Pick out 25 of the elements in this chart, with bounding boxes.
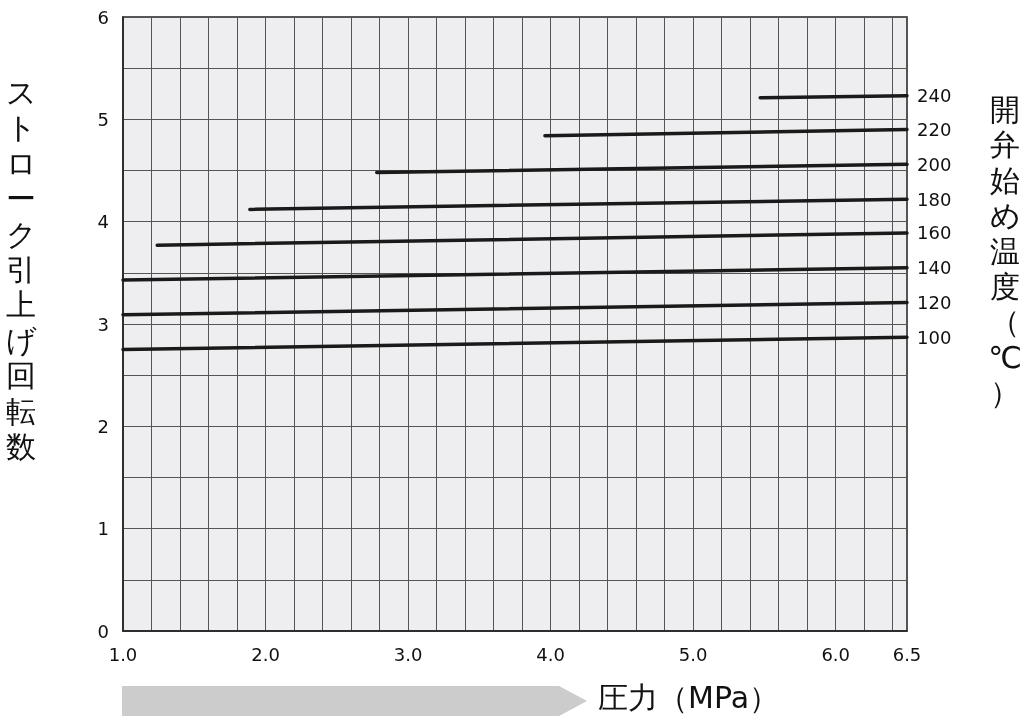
y-tick-label: 1 [97,518,109,540]
x-tick-label: 5.0 [678,643,708,665]
series-label: 240 [917,85,952,107]
y-tick-label: 4 [97,211,109,233]
y-tick-label: 2 [97,415,109,437]
y-tick-label: 0 [97,620,109,642]
series-label: 180 [917,188,952,210]
series-label: 120 [917,292,952,314]
x-tick-label: 3.0 [393,643,423,665]
series-label: 100 [917,326,952,348]
series-label: 160 [917,222,952,244]
y-tick-label: 6 [97,6,109,28]
series-label: 200 [917,153,952,175]
x-tick-label: 1.0 [108,643,138,665]
text: 開弁始め温度（℃） [988,92,1022,411]
y-tick-label: 5 [97,108,109,130]
x-tick-label: 4.0 [536,643,565,665]
text: ストローク引上げ回転数 [5,75,37,464]
y-tick-label: 3 [97,313,109,335]
series-label: 220 [917,119,952,141]
x-tick-label: 6.5 [892,643,922,665]
x-tick-label: 6.0 [821,643,851,665]
x-tick-label: 2.0 [251,643,280,665]
x-axis-title: 圧力（MPa） [598,679,780,717]
series-label: 140 [917,257,952,279]
